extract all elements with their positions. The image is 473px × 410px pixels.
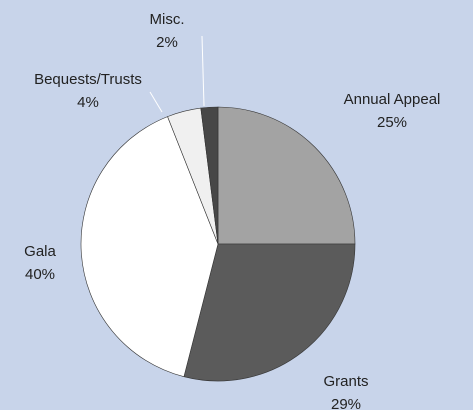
slice-label: Grants <box>323 373 368 390</box>
leader-line <box>201 35 205 107</box>
slice-label: Misc. <box>150 11 185 28</box>
pie-slice <box>80 116 219 378</box>
slice-value-label: 29% <box>331 396 361 410</box>
leader-line <box>149 91 163 113</box>
slice-value-label: 40% <box>25 266 55 283</box>
slice-value-label: 25% <box>377 114 407 131</box>
pie-slice <box>217 106 356 245</box>
pie-slice <box>200 106 219 245</box>
slice-label: Bequests/Trusts <box>34 71 142 88</box>
slice-value-label: 2% <box>156 34 178 51</box>
slice-label: Annual Appeal <box>344 91 441 108</box>
pie-slice <box>183 243 356 382</box>
slice-label: Gala <box>24 243 56 260</box>
slice-value-label: 4% <box>77 94 99 111</box>
